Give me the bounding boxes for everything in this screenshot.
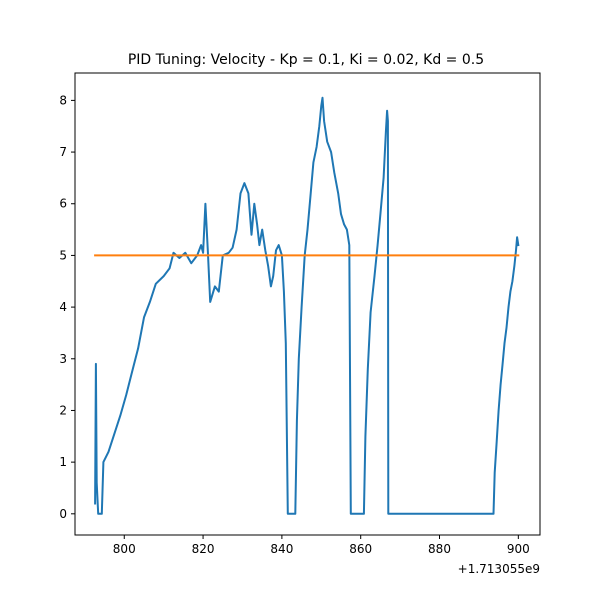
y-tick-label: 7 [59, 145, 67, 159]
x-tick-label: 800 [113, 542, 136, 556]
series-layer [94, 96, 520, 515]
axes-frame [74, 72, 541, 536]
y-tick-label: 0 [59, 507, 67, 521]
x-tick-label: 820 [192, 542, 215, 556]
x-axis-offset-label: +1.713055e9 [458, 562, 540, 576]
x-tick-label: 860 [349, 542, 372, 556]
y-tick-label: 2 [59, 403, 67, 417]
y-tick-label: 1 [59, 455, 67, 469]
y-tick-label: 8 [59, 93, 67, 107]
y-tick-label: 6 [59, 197, 67, 211]
x-axis: 800 820 840 860 880 900 [113, 535, 530, 556]
velocity-series-line [94, 96, 520, 515]
y-tick-label: 4 [59, 300, 67, 314]
x-tick-label: 900 [507, 542, 530, 556]
x-tick-label: 880 [428, 542, 451, 556]
chart-title: PID Tuning: Velocity - Kp = 0.1, Ki = 0.… [128, 52, 484, 68]
y-axis: 0 1 2 3 4 5 6 7 8 [59, 93, 75, 521]
y-tick-label: 5 [59, 248, 67, 262]
y-tick-label: 3 [59, 352, 67, 366]
plot-area: 800 820 840 860 880 900 0 1 2 3 4 5 6 7 8 [59, 72, 541, 556]
x-tick-label: 840 [270, 542, 293, 556]
